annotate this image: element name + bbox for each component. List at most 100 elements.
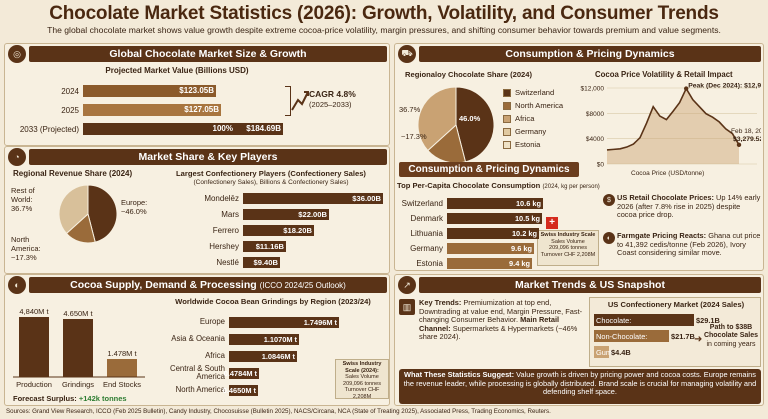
bar-value-label: $29.1B bbox=[696, 316, 720, 325]
bar-category-label: Ferrero bbox=[212, 226, 239, 235]
europe-label: Europe: ~46.0% bbox=[121, 198, 148, 216]
bar-value-label: $11.16B bbox=[255, 242, 284, 251]
peak-label: Peak (Dec 2024): $12,906 bbox=[688, 83, 761, 90]
cocoa-supply-header: Cocoa Supply, Demand & Processing (ICCO … bbox=[29, 277, 387, 293]
bar-category-label: Chocolate: bbox=[596, 316, 632, 325]
farmgate-note: Farmgate Pricing Reacts: Ghana cut price… bbox=[617, 231, 761, 258]
legend-label: Africa bbox=[515, 114, 535, 123]
y-tick-label: $0 bbox=[597, 162, 605, 169]
legend-swatch bbox=[503, 102, 511, 110]
market-size-panel: ◎ Global Chocolate Market Size & Growth … bbox=[4, 43, 390, 146]
bar-category-label: Europe bbox=[199, 317, 225, 326]
bar bbox=[243, 193, 383, 204]
bar-value-label: $123.05B bbox=[179, 86, 214, 95]
bar-value-label: 9.4 kg bbox=[509, 259, 530, 268]
consumption-panel: ⛟ Consumption & Pricing Dynamics Regiona… bbox=[394, 43, 764, 271]
bar-category-label: 2025 bbox=[61, 106, 79, 115]
swiss-scale-note-2: Swiss Industry Scale (2024): Sales Volume 2… bbox=[335, 359, 389, 400]
bar-category-label: Central & South America bbox=[169, 364, 225, 381]
bean-icon-2: ◐ bbox=[603, 232, 615, 244]
target-arrow-icon: ➜ bbox=[694, 334, 703, 345]
bar-category-label: Asia & Oceania bbox=[171, 334, 225, 343]
pie-slice bbox=[455, 86, 495, 163]
suggest-box: What These Statistics Suggest: Value gro… bbox=[399, 369, 761, 404]
bar-value-label: $18.20B bbox=[283, 226, 312, 235]
forecast-surplus: Forecast Surplus: +142k tonnes bbox=[13, 394, 127, 403]
key-trends-text: Key Trends: Premiumization at top end, D… bbox=[419, 298, 583, 342]
market-value-title: Projected Market Value (Billions USD) bbox=[105, 66, 249, 75]
bar-value-label: $127.05B bbox=[184, 105, 219, 114]
price-tag-icon: $ bbox=[603, 194, 615, 206]
bar-category-label: Switzerland bbox=[401, 199, 443, 208]
retail-note: US Retail Chocolate Prices: Up 14% early… bbox=[617, 193, 761, 220]
bar-value-label: $22.00B bbox=[298, 210, 327, 219]
swiss-scale-note: Swiss Industry Scale Sales Volume 209,096 … bbox=[537, 230, 599, 266]
bar bbox=[243, 241, 286, 252]
pie-slice bbox=[427, 124, 467, 164]
bar-category-label: Gum: bbox=[596, 348, 615, 357]
bar-category-label: End Stocks bbox=[103, 380, 141, 389]
bar-value-label: 0.4650M t bbox=[222, 386, 256, 395]
legend-label: Switzerland bbox=[515, 88, 555, 97]
bar-category-label: Mars bbox=[221, 210, 239, 219]
bar-category-label: Africa bbox=[205, 351, 225, 360]
bar-category-label: 2033 (Projected) bbox=[19, 125, 79, 134]
bar-category-label: Germany bbox=[410, 244, 443, 253]
price-area bbox=[607, 88, 739, 164]
pie-slice bbox=[417, 86, 457, 152]
trends-panel: ↗ Market Trends & US Snapshot ▥ Key Tren… bbox=[394, 274, 764, 406]
pie-label-367: 36.7% bbox=[399, 105, 421, 114]
bar bbox=[447, 198, 543, 209]
bar-value-label: 1.1070M t bbox=[263, 335, 297, 344]
market-share-header: Market Share & Key Players bbox=[29, 149, 387, 165]
price-x-label: Cocoa Price (USD/tonne) bbox=[631, 170, 705, 177]
bar bbox=[19, 317, 49, 377]
bar bbox=[594, 330, 669, 342]
bar-category-label: 2024 bbox=[61, 87, 79, 96]
us-target: Path to $38B Chocolate Sales in coming yea… bbox=[703, 324, 759, 348]
cocoa-bean-icon: ◐ bbox=[8, 276, 26, 294]
bar bbox=[83, 123, 283, 135]
bar bbox=[229, 351, 297, 362]
legend-label: Estonia bbox=[515, 140, 541, 149]
supply-chart: 4,840M t Production 4.650M t Grindings 1.478… bbox=[13, 307, 145, 389]
bar bbox=[229, 334, 299, 345]
y-tick-label: $8000 bbox=[586, 111, 604, 118]
price-chart-title: Cocoa Price Volatility & Retail Impact bbox=[595, 70, 733, 79]
price-line bbox=[606, 86, 740, 151]
bar bbox=[243, 225, 314, 236]
bar-value-label: $36.00B bbox=[352, 194, 381, 203]
revenue-share-title: Regional Revenue Share (2024) bbox=[13, 169, 133, 178]
y-tick-label: $12,000 bbox=[581, 86, 605, 93]
bar bbox=[447, 243, 534, 254]
bar-value-label: 4,840M t bbox=[19, 307, 49, 316]
bar bbox=[229, 368, 259, 379]
y-tick-label: $4000 bbox=[586, 136, 604, 143]
pie-slice bbox=[87, 184, 118, 243]
trends-header: Market Trends & US Snapshot bbox=[419, 277, 761, 293]
peak-point bbox=[684, 86, 689, 91]
bar-value-label: 1.7496M t bbox=[303, 318, 337, 327]
bar-category-label: Production bbox=[16, 380, 52, 389]
bar bbox=[229, 385, 258, 396]
pie-slice bbox=[58, 184, 89, 235]
pie-label-173: ~17.3% bbox=[401, 132, 427, 141]
bar-value-label: 10.2 kg bbox=[511, 229, 537, 238]
pie-icon: ◔ bbox=[8, 148, 26, 166]
bar-value-label: 1.478M t bbox=[107, 349, 137, 358]
cagr-range: (2025–2033) bbox=[309, 100, 352, 109]
page-subtitle: The global chocolate market shows value … bbox=[47, 25, 721, 35]
legend-swatch bbox=[503, 128, 511, 136]
bar-percent-label: 100% bbox=[212, 124, 233, 133]
page-title: Chocolate Market Statistics (2026): Grow… bbox=[49, 3, 719, 24]
globe-icon: ◎ bbox=[8, 45, 26, 63]
legend-label: Germany bbox=[515, 127, 547, 136]
bar-category-label: North America bbox=[175, 385, 225, 394]
growth-arrow-icon bbox=[291, 91, 309, 111]
rest-of-world-label: Rest of World: 36.7% bbox=[11, 186, 35, 213]
cocoa-supply-panel: ◐ Cocoa Supply, Demand & Processing (ICC… bbox=[4, 274, 390, 406]
price-line-chart: $12,000 $8000 $4000 $0 Peak (Dec 2024): $12,… bbox=[581, 83, 762, 169]
bracket bbox=[285, 86, 291, 116]
bar-value-label: 4.650M t bbox=[63, 309, 93, 318]
bar-value-label: $9.40B bbox=[253, 258, 279, 267]
